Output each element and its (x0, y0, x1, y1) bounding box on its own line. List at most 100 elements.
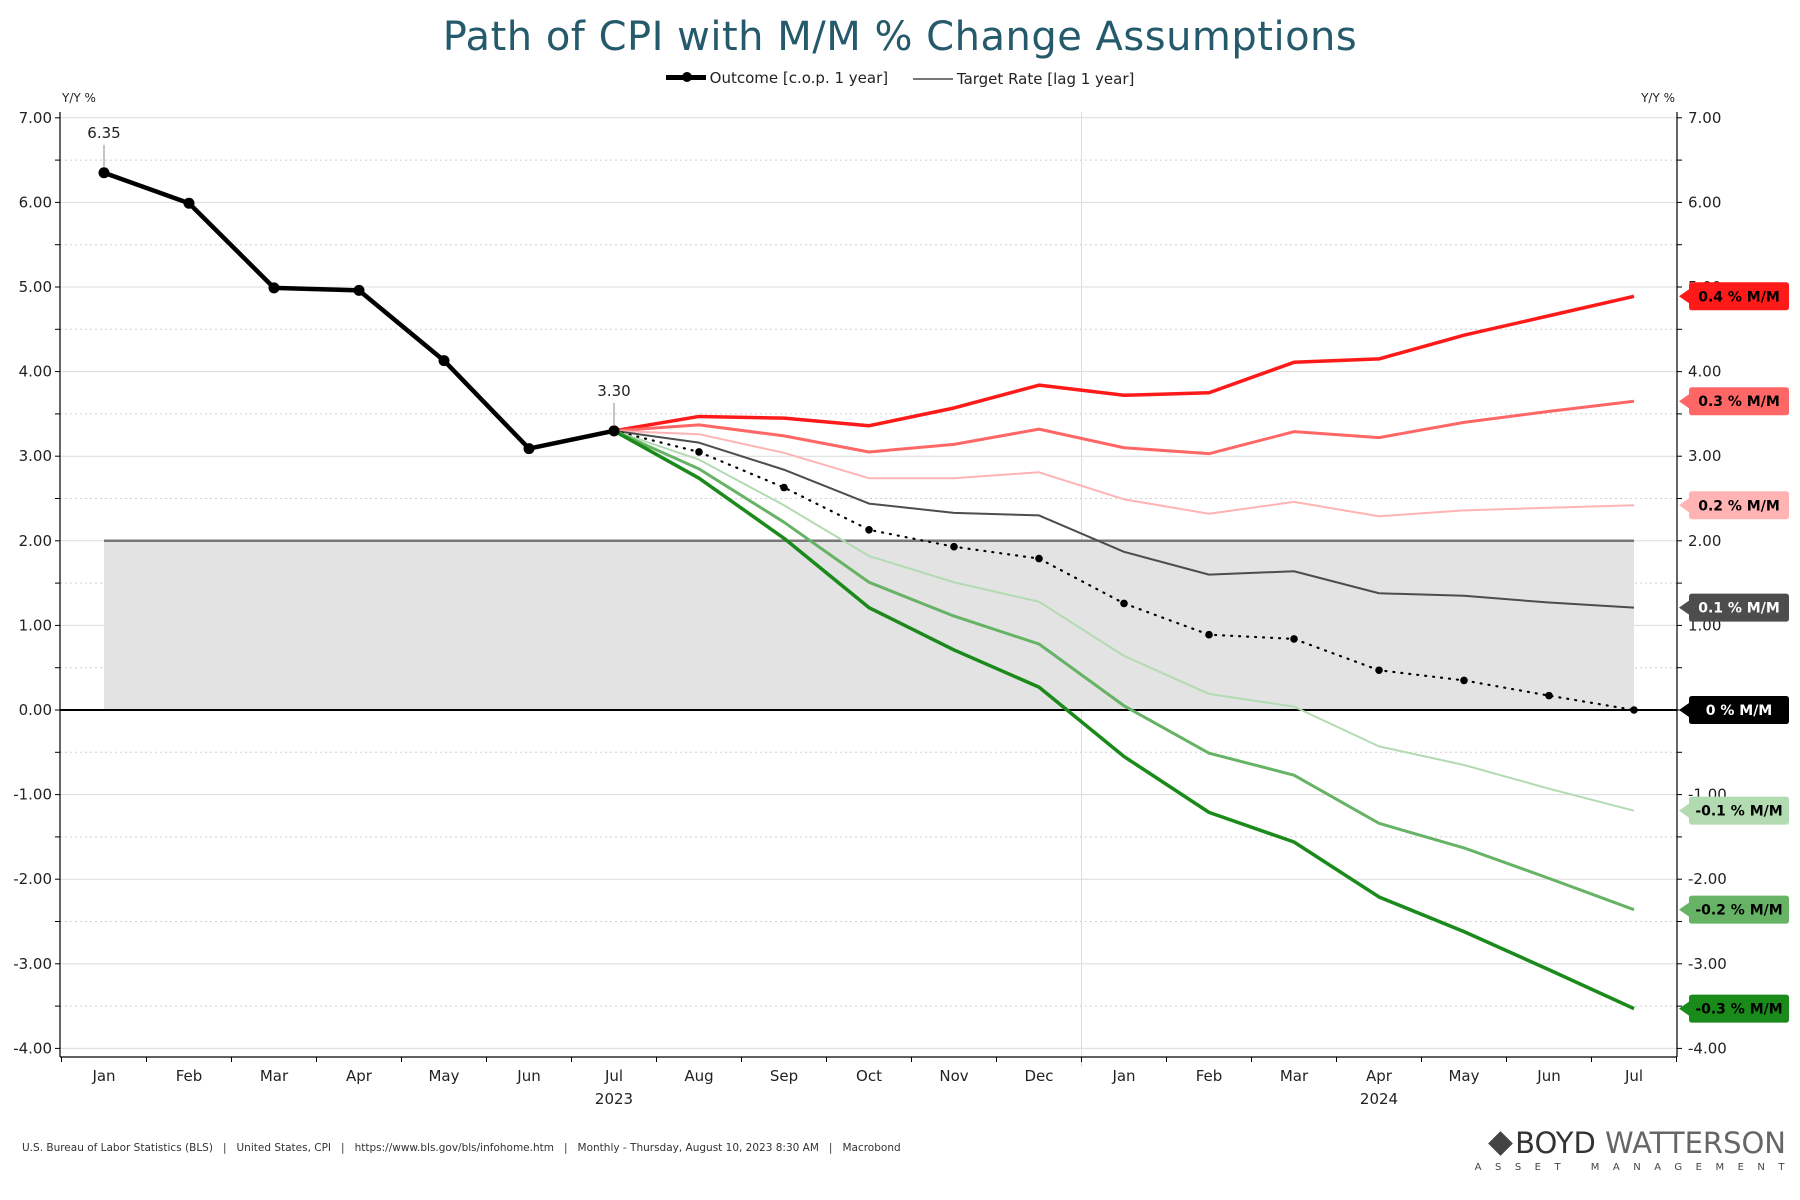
x-axis-month-label: Mar (1280, 1067, 1309, 1085)
logo-diamond-icon (1488, 1131, 1513, 1156)
x-axis-year-label: 2023 (595, 1090, 633, 1108)
legend-label-outcome: Outcome [c.o.p. 1 year] (709, 68, 889, 87)
right-axis-tick-label: 7.00 (1688, 109, 1721, 127)
x-axis-month-label: Aug (684, 1067, 713, 1085)
series-line-01mm (613, 429, 1635, 609)
x-axis-month-label: May (428, 1067, 459, 1085)
left-axis-tick-label: 0.00 (19, 701, 52, 719)
left-axis-tick-label: 5.00 (19, 278, 52, 296)
series-point (1035, 554, 1043, 563)
series-end-label: -0.1 % M/M (1679, 796, 1789, 825)
source-footer: U.S. Bureau of Labor Statistics (BLS) | … (22, 1142, 901, 1154)
logo-brand-light: WATTERSON (1605, 1126, 1786, 1160)
series-line-02mm (613, 429, 1635, 518)
series-end-labels: 0.4 % M/M 0.3 % M/M 0.2 % M/M 0.1 % M/M 0 % … (1679, 282, 1789, 1023)
x-axis-month-label: Oct (856, 1067, 882, 1085)
series-end-label-text: 0 % M/M (1706, 703, 1773, 719)
series-end-label-box (1679, 593, 1789, 622)
series-end-label: 0.2 % M/M (1679, 491, 1789, 520)
legend-item-outcome[interactable]: Outcome [c.o.p. 1 year] (665, 68, 889, 87)
left-axis-tick-label: 6.00 (19, 193, 52, 211)
series-end-label-box (1679, 491, 1789, 520)
series-line-04mm (613, 294, 1635, 433)
outcome-point (268, 282, 280, 294)
series-end-label: 0.4 % M/M (1679, 282, 1789, 311)
left-axis-tick-label: 2.00 (19, 532, 52, 550)
left-axis-tick-label: -3.00 (13, 955, 52, 973)
x-axis-month-label: Jan (91, 1067, 115, 1085)
x-axis-month-label: Sep (770, 1067, 798, 1085)
series-end-label: 0 % M/M (1679, 696, 1789, 724)
series-end-label-box (1679, 796, 1789, 825)
right-axis-tick-label: 4.00 (1688, 363, 1721, 381)
series-lines (612, 294, 1638, 1011)
series-point (950, 542, 958, 551)
target-band-fill (104, 540, 1634, 710)
x-axis-month-label: Jul (1624, 1067, 1643, 1085)
logo-brand-bold: BOYD (1515, 1126, 1596, 1160)
right-axis-unit: Y/Y % (1640, 91, 1675, 105)
series-point (695, 448, 703, 456)
series-line--02mm (613, 429, 1635, 912)
outcome-point (523, 443, 535, 455)
legend-swatch-target (912, 78, 953, 80)
series-point (1630, 706, 1638, 714)
x-axis-month-label: May (1448, 1067, 1479, 1085)
series-end-label-box (1679, 696, 1789, 724)
x-axis-month-label: Feb (1196, 1067, 1223, 1085)
left-axis-tick-label: -4.00 (13, 1039, 52, 1057)
left-axis-tick-label: 7.00 (19, 109, 52, 127)
annotations: 6.35 3.30 (87, 124, 631, 425)
series-end-label-text: 0.4 % M/M (1698, 289, 1780, 305)
outcome-point (183, 197, 195, 209)
x-axis-month-label: Mar (260, 1067, 289, 1085)
annotation-value-label: 6.35 (87, 124, 120, 142)
left-axis-tick-label: 4.00 (19, 363, 52, 381)
x-axis-year-label: 2024 (1360, 1090, 1398, 1108)
series-line--01mm (613, 429, 1635, 812)
series-point (1545, 691, 1553, 700)
series-point (1120, 599, 1128, 608)
series-end-label-box (1679, 282, 1789, 311)
outcome-point (98, 167, 110, 179)
outcome-point (608, 425, 620, 437)
logo-subtitle: ASSET MANAGEMENT (1474, 1162, 1798, 1173)
right-axis-tick-label: -3.00 (1688, 955, 1727, 973)
legend-label-target: Target Rate [lag 1 year] (956, 70, 1135, 88)
series-end-label: -0.2 % M/M (1679, 895, 1789, 924)
company-logo: BOYD WATTERSON ASSET MANAGEMENT (1475, 1128, 1786, 1173)
outcome-line (103, 170, 615, 451)
x-axis-month-label: Dec (1024, 1067, 1053, 1085)
x-axis-month-label: Jul (604, 1067, 623, 1085)
x-axis-month-label: Apr (1366, 1067, 1393, 1085)
series-end-label-text: 0.1 % M/M (1698, 601, 1780, 617)
series-end-label-text: -0.3 % M/M (1695, 1002, 1782, 1018)
chart-title: Path of CPI with M/M % Change Assumption… (442, 14, 1358, 60)
x-axis-month-label: Jun (516, 1067, 540, 1085)
right-axis-tick-label: 3.00 (1688, 447, 1721, 465)
outcome-point (438, 355, 450, 367)
annotation-value-label: 3.30 (597, 382, 630, 400)
left-axis-unit: Y/Y % (61, 91, 96, 105)
x-axis-month-label: Jun (1536, 1067, 1560, 1085)
series-end-label: 0.1 % M/M (1679, 593, 1789, 622)
right-axis-tick-label: -2.00 (1688, 870, 1727, 888)
source-text: U.S. Bureau of Labor Statistics (BLS) | … (22, 1142, 901, 1154)
right-axis-tick-label: 6.00 (1688, 193, 1721, 211)
legend-swatch-outcome (665, 72, 706, 82)
outcome-point (353, 284, 365, 296)
x-axis-month-label: Feb (176, 1067, 203, 1085)
right-axis-tick-label: -4.00 (1688, 1039, 1727, 1057)
series-end-label-box (1679, 994, 1789, 1023)
series-point (1205, 630, 1213, 639)
right-axis-tick-label: 2.00 (1688, 532, 1721, 550)
legend-item-target[interactable]: Target Rate [lag 1 year] (912, 70, 1135, 88)
series-line--03mm (613, 429, 1635, 1011)
x-axis-month-label: Nov (939, 1067, 968, 1085)
series-end-label-text: -0.1 % M/M (1695, 804, 1782, 820)
series-point (1460, 676, 1468, 685)
series-end-label-box (1679, 895, 1789, 924)
target-band (60, 539, 1677, 711)
left-axis-tick-label: 1.00 (19, 616, 52, 634)
